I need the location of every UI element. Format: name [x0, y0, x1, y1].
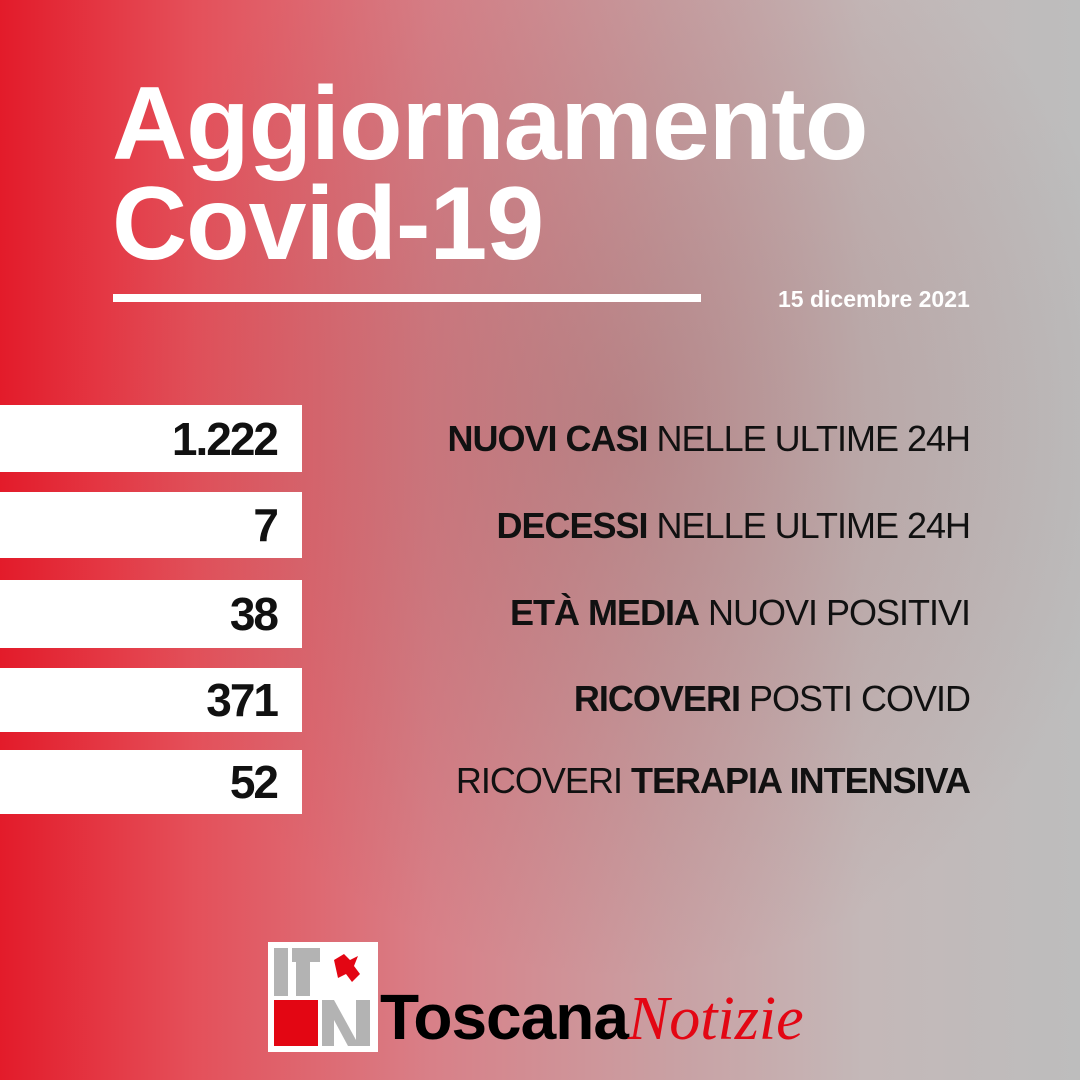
stat-box-intensive-care: 52 [0, 750, 302, 814]
label-bold: ETÀ MEDIA [509, 592, 700, 633]
label-normal: NUOVI POSITIVI [707, 592, 971, 633]
stat-box-hospitalized: 371 [0, 668, 302, 732]
label-normal: POSTI COVID [748, 678, 971, 719]
stat-value: 52 [229, 756, 279, 808]
stat-label-hospitalized: RICOVERI POSTI COVID [573, 678, 971, 720]
stat-box-new-cases: 1.222 [0, 405, 302, 472]
brand-word-notizie: Notizie [627, 985, 804, 1053]
stat-label-intensive-care: RICOVERI TERAPIA INTENSIVA [455, 760, 971, 802]
divider [113, 294, 701, 302]
stat-box-deaths: 7 [0, 492, 302, 558]
date: 15 dicembre 2021 [778, 286, 970, 312]
stat-label-deaths: DECESSI NELLE ULTIME 24H [496, 505, 971, 547]
label-bold: DECESSI [496, 505, 648, 546]
stat-label-average-age: ETÀ MEDIA NUOVI POSITIVI [509, 592, 971, 634]
title-line-1: Aggiornamento [112, 66, 868, 182]
label-normal: NELLE ULTIME 24H [656, 505, 971, 546]
label-bold: RICOVERI [573, 678, 741, 719]
stat-value: 38 [229, 588, 279, 640]
toscana-notizie-logo-icon [268, 942, 378, 1052]
label-normal: RICOVERI [455, 760, 623, 801]
stat-label-new-cases: NUOVI CASI NELLE ULTIME 24H [447, 418, 972, 460]
stat-value: 7 [253, 499, 279, 551]
label-bold: TERAPIA INTENSIVA [630, 760, 971, 801]
brand-word-toscana: Toscana [380, 981, 629, 1053]
brand-name: ToscanaNotizie [380, 980, 804, 1055]
stat-box-average-age: 38 [0, 580, 302, 648]
stat-value: 1.222 [171, 412, 279, 465]
label-bold: NUOVI CASI [447, 418, 649, 459]
stat-value: 371 [206, 674, 279, 726]
title-line-2: Covid-19 [112, 166, 544, 282]
label-normal: NELLE ULTIME 24H [656, 418, 971, 459]
